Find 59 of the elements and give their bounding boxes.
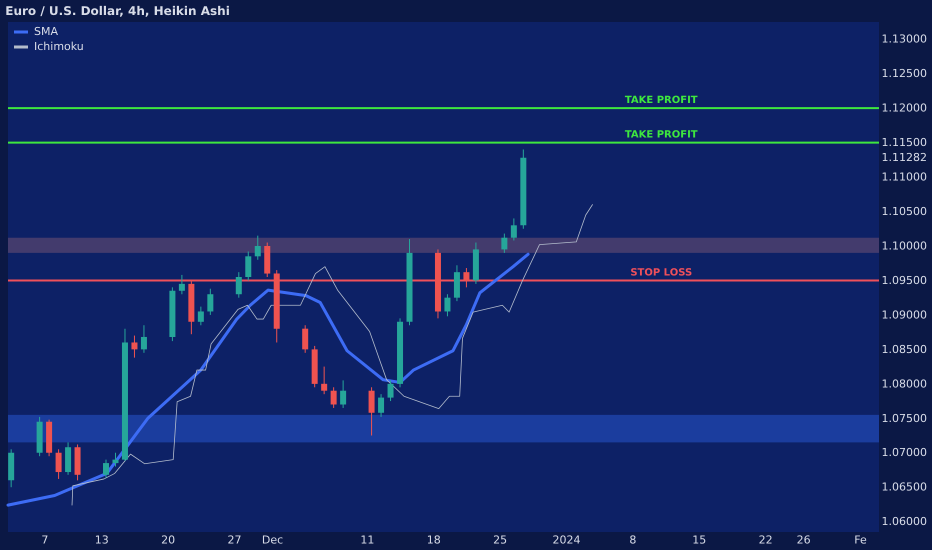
candlestick — [207, 288, 214, 316]
y-tick-label: 1.11500 — [882, 136, 927, 150]
candlestick — [378, 394, 384, 418]
x-tick-label: 25 — [493, 534, 508, 546]
y-tick-label: 1.11000 — [882, 170, 927, 184]
y-tick-label: 1.08000 — [882, 377, 927, 390]
candlestick — [140, 324, 147, 354]
y-tick-label: 1.09500 — [882, 274, 927, 287]
candlestick — [103, 459, 110, 478]
candlestick — [510, 218, 517, 241]
x-tick-label: 20 — [161, 534, 176, 546]
y-tick-label: 1.07000 — [882, 446, 927, 460]
y-tick-label: 1.12000 — [882, 102, 927, 115]
candlestick — [444, 294, 450, 317]
x-tick-label: 13 — [94, 534, 109, 546]
line-series — [72, 204, 593, 506]
y-tick-label: 1.12500 — [882, 67, 927, 80]
y-tick-label: 1.07500 — [882, 412, 927, 425]
y-tick-label: 1.06500 — [882, 480, 927, 494]
x-tick-label: Dec — [262, 534, 284, 546]
candlestick — [368, 386, 375, 436]
candlestick — [321, 366, 328, 395]
x-tick-label: 2024 — [552, 534, 581, 546]
x-tick-label: 11 — [360, 534, 374, 546]
x-tick-label: 15 — [692, 534, 706, 546]
y-tick-label: 1.11282 — [882, 151, 927, 164]
candlestick — [131, 335, 138, 358]
y-tick-label: 1.06000 — [882, 515, 927, 528]
y-tick-label: 1.08500 — [882, 342, 927, 356]
candlestick — [302, 324, 308, 354]
line-series — [6, 252, 530, 507]
candlestick — [340, 380, 346, 408]
y-tick-label: 1.09000 — [882, 308, 927, 322]
candlestick — [245, 251, 252, 281]
candlestick — [236, 272, 242, 298]
x-tick-label: Fe — [854, 534, 868, 546]
chart-title: Euro / U.S. Dollar, 4h, Heikin Ashi — [5, 4, 230, 18]
x-tick-label: 26 — [796, 534, 811, 546]
candlestick — [501, 233, 508, 254]
x-tick-label: 8 — [629, 534, 636, 546]
y-tick-label: 1.10000 — [882, 239, 927, 252]
candlestick — [178, 274, 185, 295]
candlestick — [330, 386, 337, 408]
candlestick — [388, 380, 394, 402]
y-tick-label: 1.10500 — [882, 205, 927, 218]
candlestick — [254, 235, 261, 260]
x-tick-label: 18 — [426, 534, 441, 546]
ref-line-label: TAKE PROFIT — [624, 130, 698, 141]
y-tick-label: 1.13000 — [882, 32, 927, 46]
candlestick — [198, 306, 204, 326]
x-tick-label: 7 — [41, 534, 48, 546]
candlestick — [112, 452, 118, 468]
ref-line-label: TAKE PROFIT — [624, 95, 698, 106]
ref-line-label: STOP LOSS — [630, 267, 692, 278]
x-tick-label: 27 — [228, 534, 242, 546]
x-tick-label: 22 — [758, 534, 773, 546]
legend-label: SMA — [34, 25, 58, 38]
legend-label: Ichimoku — [34, 40, 84, 53]
candlestick — [56, 448, 62, 480]
